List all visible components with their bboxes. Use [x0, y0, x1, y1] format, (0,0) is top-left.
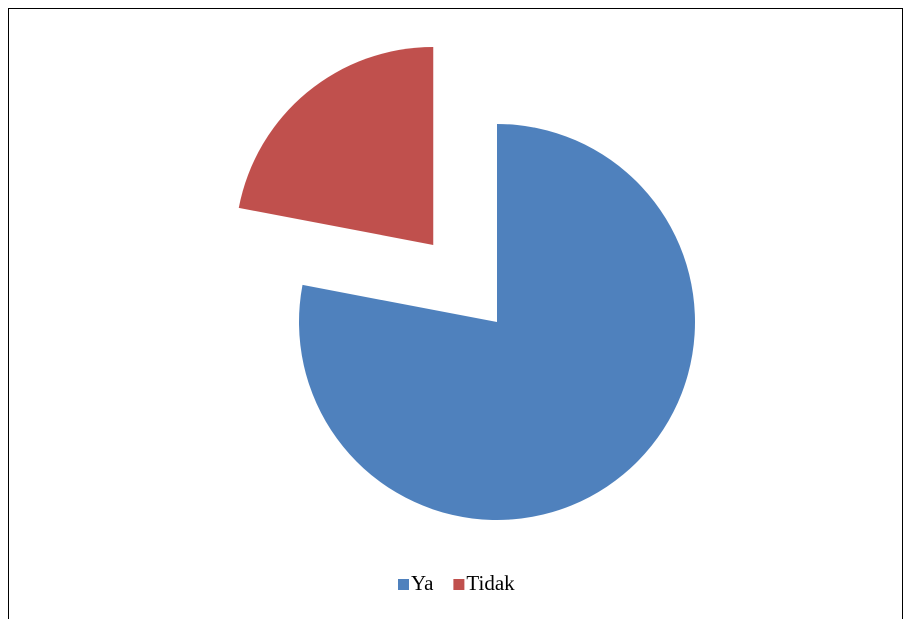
chart-frame: [8, 8, 903, 619]
legend-swatch: [453, 579, 465, 590]
legend-swatch: [398, 579, 409, 590]
pie-slice: [298, 124, 695, 520]
legend-label: Tidak: [466, 571, 515, 595]
legend-label: Ya: [411, 571, 434, 595]
pie-slice: [238, 46, 434, 245]
